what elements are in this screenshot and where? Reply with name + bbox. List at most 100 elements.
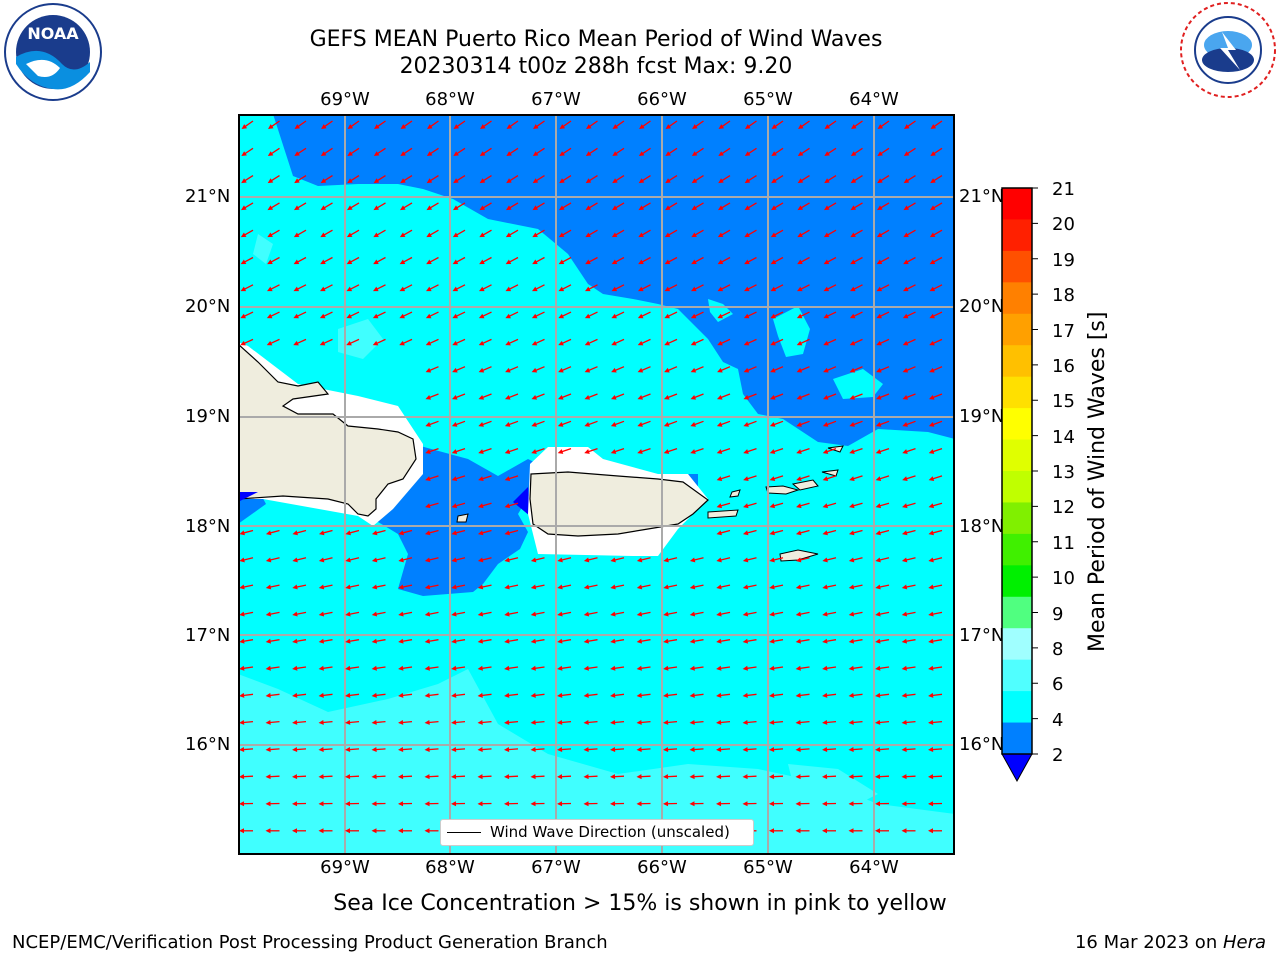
wave-direction-arrowhead [689,557,696,563]
wave-direction-arrowhead [426,178,433,184]
wave-direction-arrowhead [585,232,591,238]
wave-direction-arrowhead [320,178,327,184]
wave-direction-arrowhead [690,313,697,319]
wave-direction-arrowhead [530,747,536,753]
wave-direction-arrowhead [347,124,354,130]
wave-direction-arrowhead [928,476,935,481]
wave-direction-arrowhead [745,124,751,130]
wave-direction-arrowhead [742,557,749,563]
sea-ice-note: Sea Ice Concentration > 15% is shown in … [333,891,947,916]
wave-direction-arrowhead [716,692,722,698]
wave-direction-arrowhead [663,747,669,753]
wave-direction-arrowhead [823,232,830,238]
wave-direction-arrowhead [797,178,804,184]
colorbar-segment [1002,628,1032,661]
wave-direction-arrowhead [769,530,775,536]
wave-direction-arrowhead [292,611,298,617]
wave-direction-arrowhead [876,367,882,373]
wave-direction-arrowhead [531,313,538,319]
wave-direction-arrowhead [850,259,856,265]
wave-direction-arrowhead [848,665,854,671]
wave-direction-arrowhead [769,719,775,725]
wave-direction-arrowhead [479,286,485,292]
wave-direction-arrowhead [318,557,325,563]
wave-direction-arrowhead [743,340,750,346]
wave-direction-arrowhead [506,124,513,130]
wave-direction-arrowhead [875,503,882,509]
wave-direction-arrowhead [716,719,722,725]
lat-label-right: 17°N [959,625,1005,646]
colorbar-tick-label: 6 [1052,674,1064,696]
wave-direction-arrowhead [267,286,273,292]
wave-direction-arrowhead [877,124,884,130]
wave-direction-arrowhead [505,205,512,211]
wave-direction-arrowhead [636,557,643,563]
wave-direction-arrowhead [292,530,298,536]
footer-date: 16 Mar 2023 on [1074,932,1223,953]
wave-direction-arrowhead [796,476,802,481]
colorbar-label: Mean Period of Wind Waves [s] [1085,311,1110,652]
wave-direction-arrowhead [795,801,801,807]
wave-direction-arrowhead [451,530,457,536]
wave-direction-arrowhead [663,638,669,644]
wave-direction-arrowhead [451,394,458,400]
wave-direction-arrowhead [851,124,857,130]
wave-direction-arrowhead [267,205,274,211]
wave-direction-arrowhead [769,747,775,753]
wave-direction-arrowhead [636,584,643,590]
wave-direction-arrowhead [504,449,511,454]
colorbar-segment [1002,565,1032,598]
wave-direction-arrowhead [292,828,297,834]
wave-direction-arrowhead [345,801,351,807]
wave-direction-arrowhead [902,313,909,319]
wave-direction-arrowhead [293,232,300,238]
wave-direction-arrowhead [293,313,299,319]
lat-label-right: 20°N [959,296,1005,317]
wave-direction-arrowhead [268,124,274,130]
wave-direction-arrowhead [689,638,696,644]
wave-direction-arrowhead [400,124,407,130]
wave-direction-arrowhead [798,124,804,130]
wave-direction-arrowhead [637,449,643,454]
wave-direction-arrowhead [239,557,245,563]
wave-direction-arrowhead [717,367,723,373]
wave-direction-arrowhead [240,259,247,265]
wave-direction-arrowhead [451,665,457,671]
wave-direction-arrowhead [716,638,722,644]
wave-direction-arrowhead [928,692,934,698]
wave-direction-arrowhead [928,422,935,427]
graticule [239,115,954,854]
wave-direction-arrowhead [345,557,351,563]
wave-direction-arrowhead [477,665,483,671]
wave-direction-arrowhead [371,801,377,807]
wave-direction-arrowhead [664,232,671,238]
wave-direction-arrowhead [505,232,512,238]
wave-direction-arrowhead [638,178,645,184]
wave-direction-arrowhead [744,178,751,184]
wave-direction-arrowhead [371,611,378,617]
wave-direction-arrowhead [293,340,299,346]
wave-direction-arrowhead [477,692,483,698]
wave-direction-arrowhead [424,665,430,671]
wave-direction-arrowhead [689,719,695,725]
wave-direction-arrowhead [743,367,750,373]
wave-direction-arrowhead [901,638,908,644]
wave-direction-arrowhead [928,503,935,509]
wave-direction-arrowhead [426,259,432,265]
wave-direction-arrowhead [901,557,908,563]
wave-direction-arrowhead [691,286,697,292]
wave-direction-arrowhead [742,611,749,617]
wave-direction-arrowhead [929,259,936,265]
wave-direction-arrowhead [345,665,351,671]
wave-direction-arrowhead [399,313,405,319]
wave-direction-arrowhead [743,476,749,481]
wave-direction-arrowhead [717,313,723,319]
wave-direction-arrowhead [928,449,935,454]
wave-direction-arrowhead [610,611,616,617]
wave-direction-arrowhead [929,340,935,346]
wave-direction-arrowhead [770,286,777,292]
wave-direction-arrowhead [612,178,618,184]
lon-label-top: 66°W [637,89,687,110]
wave-direction-arrowhead [425,503,431,509]
wave-direction-arrowhead [479,259,485,265]
